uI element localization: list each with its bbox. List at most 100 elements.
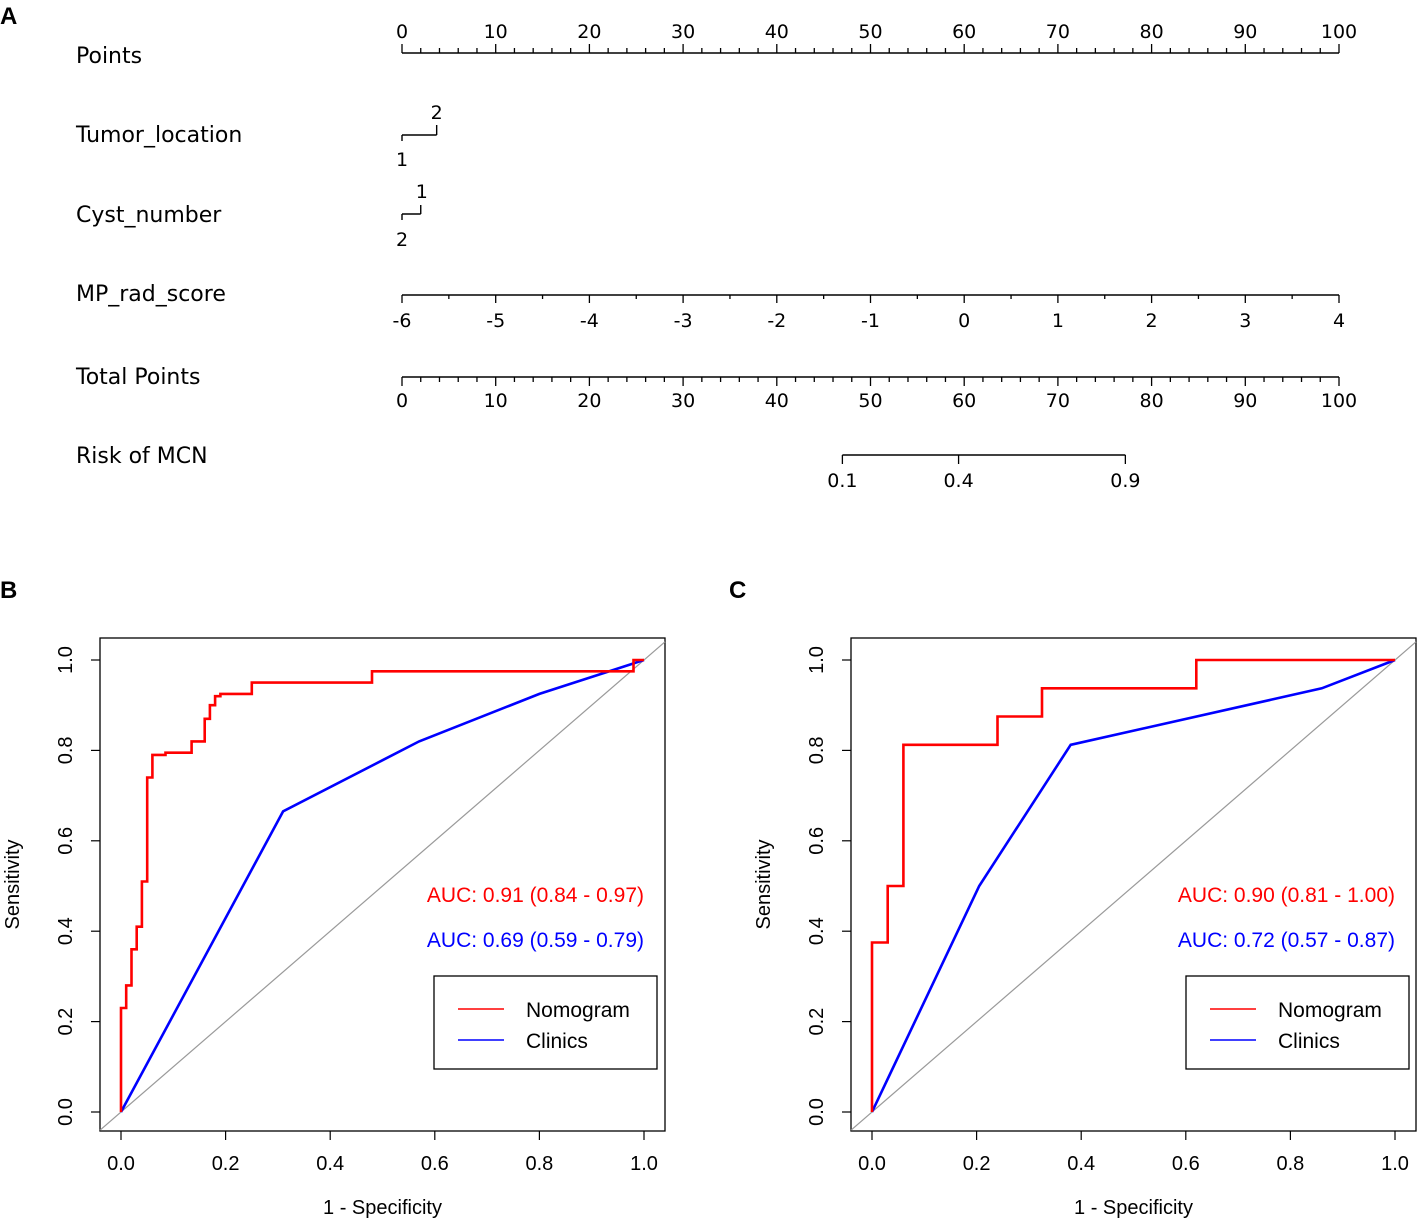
total-points-axis: 0 10 20 30 40 50 60 70 80 90 100 [396, 376, 1357, 412]
legend-box [1185, 975, 1410, 1070]
risk-tick-label: 0.9 [1110, 470, 1140, 492]
y-tick-label: 1.0 [806, 646, 828, 674]
auc-label-nomogram: AUC: 0.90 (0.81 - 1.00) [1178, 884, 1395, 907]
points-tick-label: 90 [1233, 21, 1257, 43]
x-tick-label: 0.8 [525, 1153, 553, 1175]
total-points-tick-label: 70 [1046, 390, 1070, 412]
roc-curve-clinics [870, 658, 1396, 1113]
rad-score-tick-label: 3 [1239, 310, 1251, 332]
x-axis-title: 1 - Specificity [1074, 1197, 1193, 1219]
legend-label-nomogram: Nomogram [1278, 999, 1382, 1022]
x-tick-label: 0.2 [212, 1153, 240, 1175]
x-tick-label: 0.4 [1067, 1153, 1095, 1175]
risk-axis: 0.1 0.4 0.9 [827, 454, 1140, 492]
row-label-points: Points [76, 44, 142, 69]
panel-b: B 0.0 0.2 0.4 0.6 0.8 1.0 0.0 0.2 0.4 0.6 0.8 1.0 1 … [0, 577, 666, 1219]
rad-score-tick-label: -6 [393, 310, 412, 332]
cyst-number-scale: 21 [396, 181, 428, 251]
plot-frame [850, 637, 1417, 1132]
row-label-tumor-location: Tumor_location [75, 123, 242, 148]
points-tick-label: 0 [396, 21, 408, 43]
panel-c: C 0.0 0.2 0.4 0.6 0.8 1.0 0.0 0.2 0.4 0.6 0.8 1.0 1 … [729, 577, 1417, 1219]
y-tick-label: 0.6 [55, 827, 77, 855]
auc-label-clinics: AUC: 0.72 (0.57 - 0.87) [1178, 929, 1395, 952]
roc-curve-nomogram [870, 658, 1395, 1112]
roc-plot-b: 0.0 0.2 0.4 0.6 0.8 1.0 0.0 0.2 0.4 0.6 0.8 1.0 1 - … [2, 637, 666, 1219]
points-tick-label: 30 [671, 21, 695, 43]
y-tick-label: 0.2 [55, 1008, 77, 1036]
x-tick-label: 0.8 [1276, 1153, 1304, 1175]
x-tick-label: 1.0 [630, 1153, 658, 1175]
row-label-rad-score: MP_rad_score [76, 282, 226, 307]
points-axis: 0 10 20 30 40 50 60 70 80 90 100 [396, 21, 1357, 54]
rad-score-tick-label: 4 [1333, 310, 1345, 332]
x-axis-title: 1 - Specificity [323, 1197, 442, 1219]
risk-tick-label: 0.1 [827, 470, 857, 492]
y-tick-label: 0.0 [55, 1098, 77, 1126]
total-points-tick-label: 30 [671, 390, 695, 412]
total-points-tick-label: 40 [765, 390, 789, 412]
legend-box [433, 975, 658, 1070]
roc-curve-clinics [119, 658, 645, 1113]
points-tick-label: 10 [484, 21, 508, 43]
points-tick-label: 100 [1321, 21, 1357, 43]
panel-b-letter: B [0, 577, 17, 604]
rad-score-tick-label: -4 [580, 310, 599, 332]
rad-score-axis: -6 -5 -4 -3 -2 -1 0 1 2 3 4 [393, 294, 1345, 332]
y-tick-label: 0.4 [806, 917, 828, 945]
x-tick-label: 1.0 [1381, 1153, 1409, 1175]
rad-score-tick-label: -5 [486, 310, 505, 332]
chance-diagonal-line [99, 641, 666, 1131]
y-tick-label: 1.0 [55, 646, 77, 674]
auc-label-clinics: AUC: 0.69 (0.59 - 0.79) [427, 929, 644, 952]
auc-label-nomogram: AUC: 0.91 (0.84 - 0.97) [427, 884, 644, 907]
legend-label-nomogram: Nomogram [526, 999, 630, 1022]
total-points-tick-label: 20 [577, 390, 601, 412]
points-tick-label: 80 [1140, 21, 1164, 43]
y-axis-title: Sensitivity [753, 839, 775, 929]
total-points-tick-label: 10 [484, 390, 508, 412]
x-tick-label: 0.6 [421, 1153, 449, 1175]
roc-plot-c: 0.0 0.2 0.4 0.6 0.8 1.0 0.0 0.2 0.4 0.6 0.8 1.0 1 - … [753, 637, 1417, 1219]
chance-diagonal-line [850, 641, 1417, 1131]
rad-score-tick-label: 0 [958, 310, 970, 332]
y-tick-label: 0.4 [55, 917, 77, 945]
points-tick-label: 40 [765, 21, 789, 43]
points-tick-label: 20 [577, 21, 601, 43]
x-tick-label: 0.4 [316, 1153, 344, 1175]
tumor-location-level-1: 1 [396, 149, 408, 171]
total-points-tick-label: 0 [396, 390, 408, 412]
tumor-location-level-2: 2 [431, 102, 443, 124]
rad-score-tick-label: -3 [674, 310, 693, 332]
panel-a-letter: A [0, 3, 17, 30]
rad-score-tick-label: -2 [767, 310, 786, 332]
total-points-tick-label: 80 [1140, 390, 1164, 412]
legend-label-clinics: Clinics [1278, 1030, 1340, 1053]
y-tick-label: 0.0 [806, 1098, 828, 1126]
total-points-tick-label: 60 [952, 390, 976, 412]
points-tick-label: 70 [1046, 21, 1070, 43]
panel-c-letter: C [729, 577, 746, 604]
total-points-tick-label: 50 [858, 390, 882, 412]
roc-curve-nomogram [119, 658, 644, 1112]
rad-score-tick-label: -1 [861, 310, 880, 332]
cyst-number-level-2: 2 [396, 229, 408, 251]
y-tick-label: 0.8 [806, 736, 828, 764]
y-axis-title: Sensitivity [2, 839, 24, 929]
panel-a: A Points Tumor_location Cyst_number MP_r… [0, 3, 1357, 492]
risk-tick-label: 0.4 [943, 470, 973, 492]
row-label-cyst-number: Cyst_number [76, 203, 222, 228]
points-tick-label: 60 [952, 21, 976, 43]
y-tick-label: 0.2 [806, 1008, 828, 1036]
legend-label-clinics: Clinics [526, 1030, 588, 1053]
total-points-tick-label: 90 [1233, 390, 1257, 412]
cyst-number-level-1: 1 [416, 181, 428, 203]
plot-frame [99, 637, 666, 1132]
x-tick-label: 0.0 [858, 1153, 886, 1175]
row-label-risk: Risk of MCN [76, 444, 208, 469]
x-tick-label: 0.6 [1172, 1153, 1200, 1175]
tumor-location-scale: 12 [396, 102, 443, 171]
row-label-total-points: Total Points [75, 365, 200, 390]
x-tick-label: 0.2 [963, 1153, 991, 1175]
